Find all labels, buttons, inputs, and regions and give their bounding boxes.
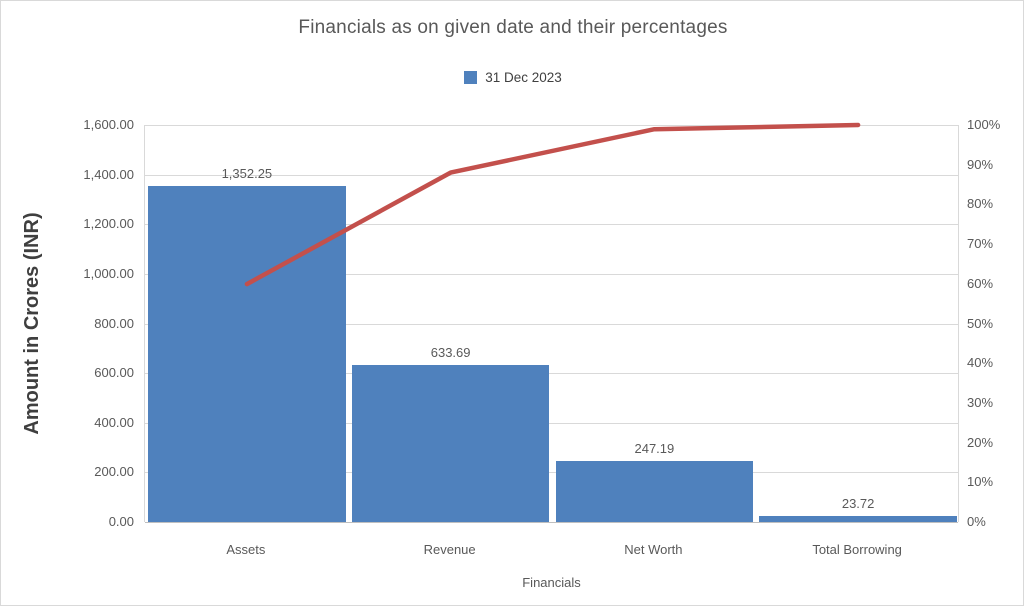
bar-revenue (351, 364, 550, 522)
gridline (145, 324, 958, 325)
left-axis-tick-label: 600.00 (94, 365, 134, 380)
plot-area: 1,352.25 633.69 247.19 23.72 (144, 122, 959, 523)
right-axis-tick-label: 40% (967, 355, 994, 370)
bar-data-label: 1,352.25 (221, 166, 273, 182)
gridline (145, 224, 958, 225)
cumulative-line-layer (244, 122, 861, 287)
legend-label: 31 Dec 2023 (485, 70, 562, 85)
right-axis-tick-label: 100% (967, 117, 1001, 132)
bar-assets (148, 186, 346, 522)
left-axis-tick-label: 800.00 (94, 316, 134, 331)
bar-data-label: 247.19 (634, 440, 675, 456)
gridline (145, 472, 958, 473)
left-axis-tick-label: 0.00 (108, 514, 134, 529)
bar-data-label: 633.69 (430, 344, 471, 360)
cumulative-percentage-line (244, 122, 861, 287)
gridline (145, 274, 958, 275)
right-axis-tick-label: 0% (967, 514, 986, 529)
bar-total-borrowing (759, 516, 957, 522)
gridline (145, 125, 958, 126)
x-axis-line (145, 522, 958, 523)
right-axis-tick-label: 80% (967, 196, 994, 211)
bar-net-worth (555, 460, 754, 522)
right-axis-tick-label: 60% (967, 276, 994, 291)
left-axis-tick-label: 1,000.00 (83, 266, 134, 281)
right-axis-tick-label: 10% (967, 474, 994, 489)
left-axis-tick-label: 1,400.00 (83, 167, 134, 182)
left-axis-tick-label: 200.00 (94, 464, 134, 479)
left-axis-tick-label: 400.00 (94, 415, 134, 430)
category-label: Total Borrowing (812, 542, 902, 557)
category-label: Net Worth (624, 542, 683, 557)
bar-data-label: 23.72 (841, 496, 875, 512)
left-axis-tick-label: 1,600.00 (83, 117, 134, 132)
legend: 31 Dec 2023 (1, 70, 1023, 85)
right-axis-tick-label: 90% (967, 157, 994, 172)
gridline (145, 373, 958, 374)
right-axis-tick-label: 30% (967, 395, 994, 410)
right-axis-tick-label: 50% (967, 316, 994, 331)
category-label: Assets (226, 542, 266, 557)
chart-title: Financials as on given date and their pe… (298, 17, 728, 38)
right-axis-tick-label: 70% (967, 236, 994, 251)
right-axis-tick-label: 20% (967, 435, 994, 450)
gridline (145, 175, 958, 176)
legend-swatch-icon (464, 71, 478, 84)
gridline (145, 423, 958, 424)
category-label: Revenue (423, 542, 476, 557)
x-axis-title: Financials (522, 575, 581, 590)
left-axis-tick-label: 1,200.00 (83, 216, 134, 231)
